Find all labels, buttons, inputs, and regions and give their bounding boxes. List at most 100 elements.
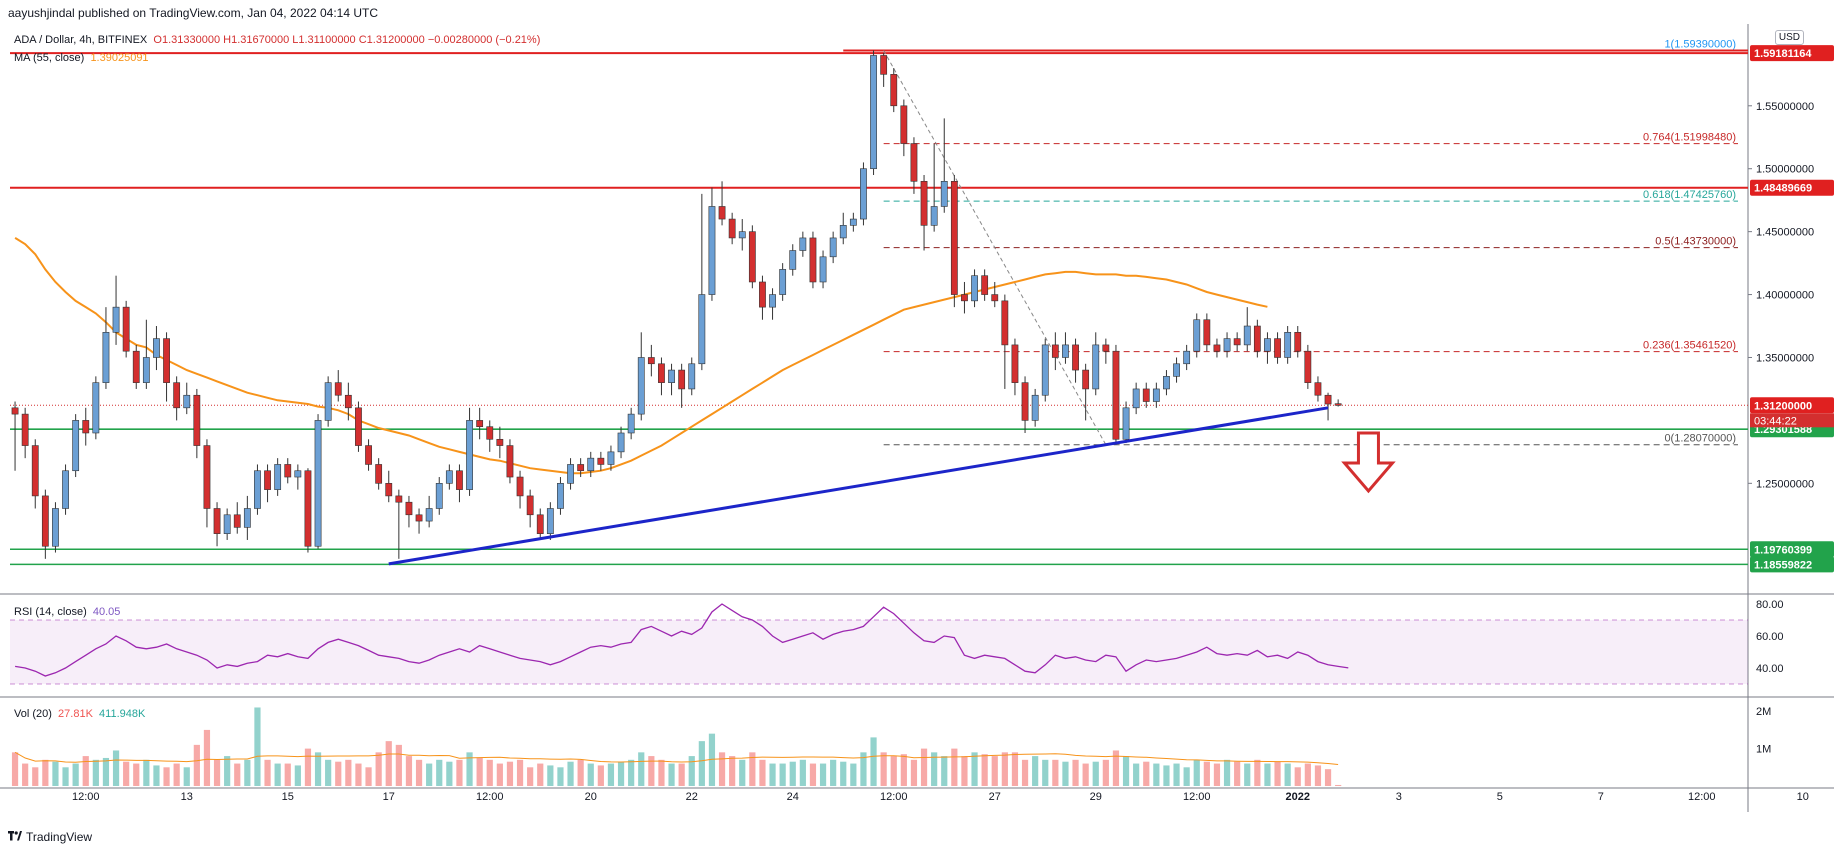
candle-body <box>506 445 514 478</box>
rsi-axis-label: 80.00 <box>1756 599 1784 611</box>
candle-body <box>1243 325 1251 346</box>
price-tick-label: 1.45000000 <box>1756 227 1814 239</box>
ma-legend: MA (55, close) 1.39025091 <box>14 52 149 64</box>
volume-bar <box>1122 756 1130 786</box>
candle-body <box>213 508 221 534</box>
candle-body <box>870 55 877 170</box>
price-tag <box>1750 397 1834 414</box>
volume-bar <box>82 756 89 786</box>
candle-body <box>1041 344 1049 396</box>
candle-body <box>1051 344 1059 358</box>
volume-bar <box>1213 763 1221 786</box>
candle-body <box>1294 332 1302 352</box>
volume-bar <box>860 752 867 786</box>
volume-bar <box>668 763 675 786</box>
candle-body <box>21 413 29 446</box>
volume-axis-label: 2M <box>1756 706 1771 718</box>
footer-brand[interactable]: TradingView <box>8 830 92 844</box>
volume-bar <box>1173 763 1180 786</box>
rsi-legend: RSI (14, close) 40.05 <box>14 606 120 618</box>
volume-bar <box>1163 765 1170 786</box>
symbol-name: ADA / Dollar, 4h, BITFINEX <box>14 34 148 46</box>
volume-bar <box>153 765 160 786</box>
currency-button[interactable]: USD <box>1774 30 1804 45</box>
volume-bar <box>314 752 322 786</box>
ma-value: 1.39025091 <box>90 52 149 64</box>
volume-axis-label: 1M <box>1756 744 1771 756</box>
volume-bar <box>628 759 635 786</box>
volume-bar <box>22 763 29 786</box>
candle-body <box>11 407 19 415</box>
candle-body <box>688 363 696 390</box>
candle-body <box>617 432 625 453</box>
candle-body <box>557 483 564 509</box>
volume-bar <box>123 761 130 786</box>
volume-bar <box>112 750 120 786</box>
candle-body <box>1324 394 1332 405</box>
candle-body <box>991 294 999 302</box>
volume-bar <box>436 759 443 786</box>
candle-body <box>314 420 322 547</box>
candle-body <box>365 445 372 465</box>
candle-body <box>819 256 827 283</box>
volume-bar <box>900 754 907 786</box>
tradingview-logo-icon <box>8 830 22 844</box>
price-tag-label: 1.19760399 <box>1754 544 1812 556</box>
volume-bar <box>1021 759 1029 786</box>
ohlc-values: O1.31330000 H1.31670000 L1.31100000 C1.3… <box>153 34 541 46</box>
volume-bar <box>203 729 211 786</box>
volume-bar <box>597 765 604 786</box>
candle-body <box>658 363 665 383</box>
candle-body <box>577 464 585 472</box>
volume-bar <box>32 767 39 786</box>
volume-bar <box>294 765 301 786</box>
candle-body <box>1314 382 1322 396</box>
price-tick-label: 1.35000000 <box>1756 352 1814 364</box>
volume-bar <box>1254 759 1261 786</box>
candle-body <box>900 105 908 144</box>
volume-bar <box>1032 756 1039 786</box>
volume-bar <box>11 752 19 786</box>
volume-bar <box>62 767 69 786</box>
candle-body <box>375 464 383 484</box>
time-label: 12:00 <box>1183 791 1211 803</box>
candle-body <box>748 231 756 283</box>
volume-bar <box>264 759 271 786</box>
candle-body <box>637 357 645 415</box>
time-label-year: 2022 <box>1286 791 1310 803</box>
volume-value: 27.81K <box>58 708 93 720</box>
candle-body <box>254 470 261 509</box>
time-label: 22 <box>686 791 698 803</box>
candle-body <box>1264 338 1271 352</box>
candle-body <box>294 470 302 478</box>
rsi-axis-label: 40.00 <box>1756 663 1784 675</box>
time-label: 12:00 <box>476 791 504 803</box>
volume-bar <box>395 744 402 786</box>
candle-body <box>1142 388 1150 402</box>
fib-level-label: 1(1.59390000) <box>1664 39 1736 51</box>
volume-bar <box>284 763 291 786</box>
price-tag <box>1750 556 1834 573</box>
candle-body <box>627 413 635 434</box>
down-arrow-icon <box>1341 431 1396 494</box>
candle-body <box>344 394 352 409</box>
volume-bar <box>1294 767 1301 786</box>
time-label: 3 <box>1396 791 1402 803</box>
volume-bar <box>486 759 493 786</box>
fib-level-label: 0.618(1.47425760) <box>1643 189 1736 201</box>
candle-body <box>799 237 807 251</box>
fib-level-label: 0.5(1.43730000) <box>1655 236 1736 248</box>
volume-bar <box>850 763 857 786</box>
candle-body <box>647 357 655 365</box>
candle-body <box>536 514 544 534</box>
candle-body <box>1163 376 1170 390</box>
candle-body <box>516 476 524 497</box>
volume-bar <box>1133 763 1140 786</box>
candle-body <box>52 508 59 547</box>
price-tick-label: 1.40000000 <box>1756 290 1814 302</box>
candle-body <box>1233 338 1241 346</box>
volume-bar <box>345 759 352 786</box>
candle-body <box>738 231 746 239</box>
candle-body <box>1122 407 1130 440</box>
